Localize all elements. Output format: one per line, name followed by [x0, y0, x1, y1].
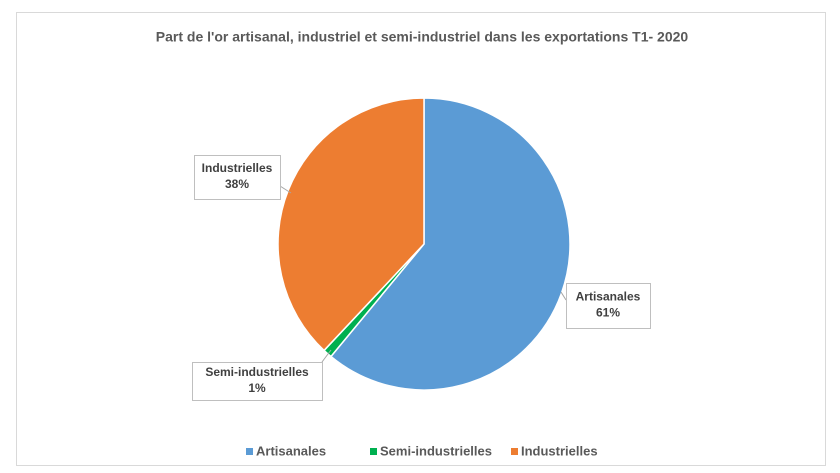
legend-swatch: [246, 448, 253, 455]
legend-swatch: [511, 448, 518, 455]
data-label-name: Semi-industrielles: [205, 365, 309, 379]
data-label-name: Industrielles: [202, 161, 273, 175]
data-label-value: 38%: [225, 177, 249, 191]
leader-line: [321, 349, 332, 363]
legend-label: Artisanales: [256, 443, 326, 458]
chart-title: Part de l'or artisanal, industriel et se…: [156, 29, 689, 45]
leader-line: [560, 291, 567, 301]
legend-swatch: [370, 448, 377, 455]
data-label-box: [566, 283, 651, 329]
data-label-name: Artisanales: [576, 290, 641, 304]
data-label-box: [194, 155, 281, 200]
legend-label: Industrielles: [521, 443, 598, 458]
data-label-value: 61%: [596, 306, 620, 320]
data-label-box: [192, 362, 323, 401]
data-label-value: 1%: [248, 381, 266, 395]
pie-slice: [277, 97, 425, 352]
legend-label: Semi-industrielles: [380, 443, 492, 458]
leader-line: [279, 185, 292, 194]
